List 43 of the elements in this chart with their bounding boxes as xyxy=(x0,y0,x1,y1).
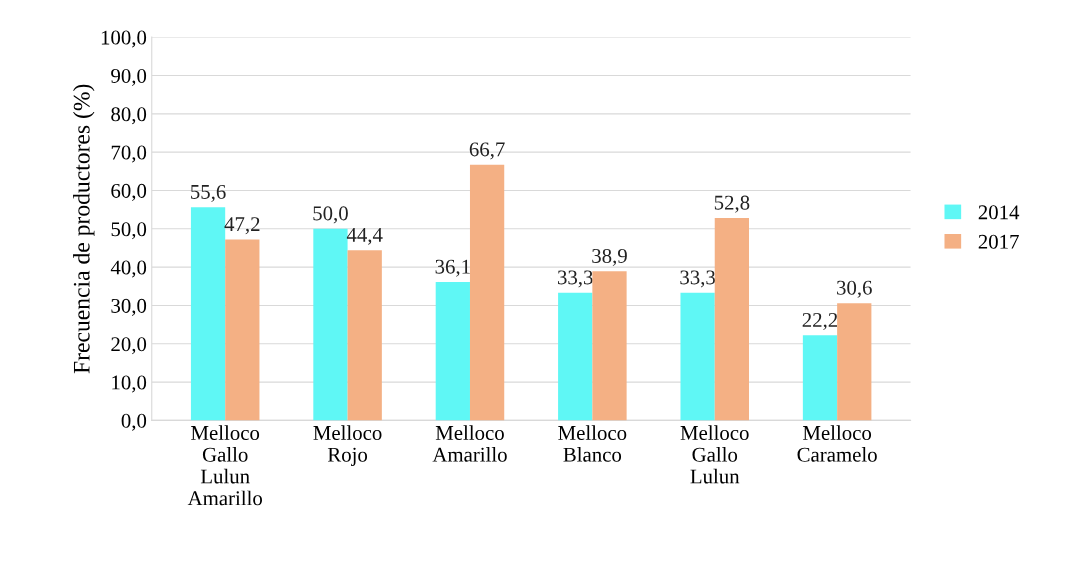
data-label: 38,9 xyxy=(592,248,627,266)
bar xyxy=(225,239,260,421)
x-tick-label: Melloco Rojo xyxy=(313,425,382,466)
y-tick-label: 20,0 xyxy=(111,337,147,355)
bar xyxy=(592,271,627,421)
data-label: 36,1 xyxy=(435,259,470,277)
data-label: 22,2 xyxy=(802,312,838,330)
bar xyxy=(837,303,872,421)
data-label: 50,0 xyxy=(313,206,348,224)
bar xyxy=(802,335,838,421)
y-tick-label: 60,0 xyxy=(111,183,147,201)
bar xyxy=(347,250,382,421)
bar xyxy=(469,164,505,421)
data-label: 55,6 xyxy=(191,184,226,202)
bar xyxy=(558,292,593,421)
y-tick-label: 0,0 xyxy=(121,413,147,431)
data-label: 33,3 xyxy=(680,270,716,288)
x-tick-label: Melloco Gallo Lulun xyxy=(680,425,749,484)
bar xyxy=(680,292,715,421)
bar xyxy=(313,228,348,421)
data-label: 30,6 xyxy=(837,280,872,298)
data-label: 33,3 xyxy=(557,270,593,288)
y-tick-label: 100,0 xyxy=(101,30,147,48)
y-tick-label: 90,0 xyxy=(111,68,147,86)
bar xyxy=(435,282,470,421)
data-label: 66,7 xyxy=(469,142,505,160)
y-tick-label: 10,0 xyxy=(112,375,147,393)
y-axis-title: Frecuencia de productores (%) xyxy=(73,84,95,374)
y-tick-label: 40,0 xyxy=(110,260,147,278)
y-tick-label: 80,0 xyxy=(111,107,147,125)
x-tick-label: Melloco Gallo Lulun Amarillo xyxy=(187,425,263,506)
data-label: 44,4 xyxy=(346,227,383,245)
x-tick-label: Melloco Amarillo xyxy=(432,425,507,462)
y-tick-label: 70,0 xyxy=(111,145,147,163)
y-tick-label: 50,0 xyxy=(111,222,147,240)
bar xyxy=(714,218,750,421)
y-tick-label: 30,0 xyxy=(111,298,147,316)
legend-label: 2014 xyxy=(978,205,1020,220)
bar xyxy=(190,207,226,421)
data-label: 52,8 xyxy=(714,195,750,213)
x-tick-label: Melloco Blanco xyxy=(558,425,627,462)
legend-label: 2017 xyxy=(978,234,1019,249)
x-tick-label: Melloco Caramelo xyxy=(797,425,877,462)
